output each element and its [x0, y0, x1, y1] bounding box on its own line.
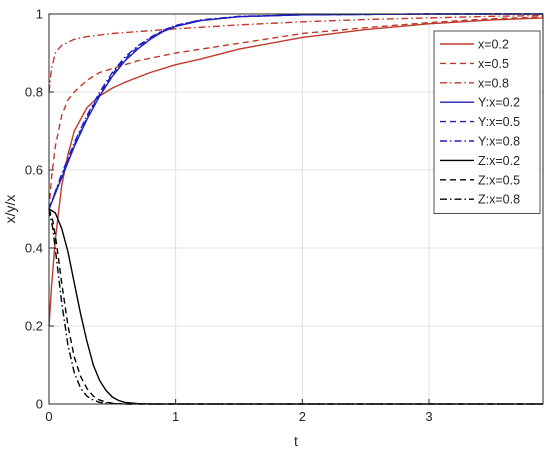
series-line-8 — [48, 208, 543, 405]
series-line-0 — [48, 17, 544, 327]
legend-label: x=0.8 — [478, 76, 509, 90]
x-axis-label: t — [294, 433, 298, 449]
y-tick-label: 0.8 — [25, 85, 43, 100]
legend-label: Z:x=0.8 — [478, 193, 520, 207]
legend: x=0.2 x=0.5 x=0.8 Y:x=0.2 Y:x=0.5 Y:x=0.8 Z:x=… — [433, 30, 541, 215]
y-tick-label: 0.6 — [25, 163, 43, 178]
legend-box — [433, 30, 541, 215]
x-tick-label: 1 — [172, 409, 179, 424]
legend-label: Y:x=0.2 — [478, 96, 520, 110]
axis-ticks: 0 1 2 3 0 0.2 0.4 0.6 0.8 1 — [25, 7, 433, 425]
series-line-4 — [48, 13, 543, 210]
series-line-1 — [48, 16, 544, 210]
plot-frame — [48, 13, 544, 405]
y-tick-label: 0.2 — [25, 319, 43, 334]
legend-label: x=0.2 — [478, 38, 509, 52]
legend-label: x=0.5 — [478, 57, 509, 71]
x-tick-label: 0 — [45, 409, 52, 424]
y-tick-label: 1 — [36, 7, 43, 22]
x-tick-label: 2 — [299, 409, 306, 424]
x-tick-label: 3 — [425, 409, 432, 424]
series-line-2 — [48, 14, 544, 93]
legend-label: Z:x=0.2 — [478, 154, 520, 168]
y-tick-label: 0.4 — [25, 241, 43, 256]
y-axis-label: x/y/x — [2, 195, 18, 224]
legend-label: Y:x=0.5 — [478, 115, 520, 129]
y-tick-label: 0 — [36, 397, 43, 412]
series-line-5 — [48, 13, 543, 210]
legend-label: Y:x=0.8 — [478, 135, 520, 149]
legend-label: Z:x=0.5 — [478, 173, 520, 187]
